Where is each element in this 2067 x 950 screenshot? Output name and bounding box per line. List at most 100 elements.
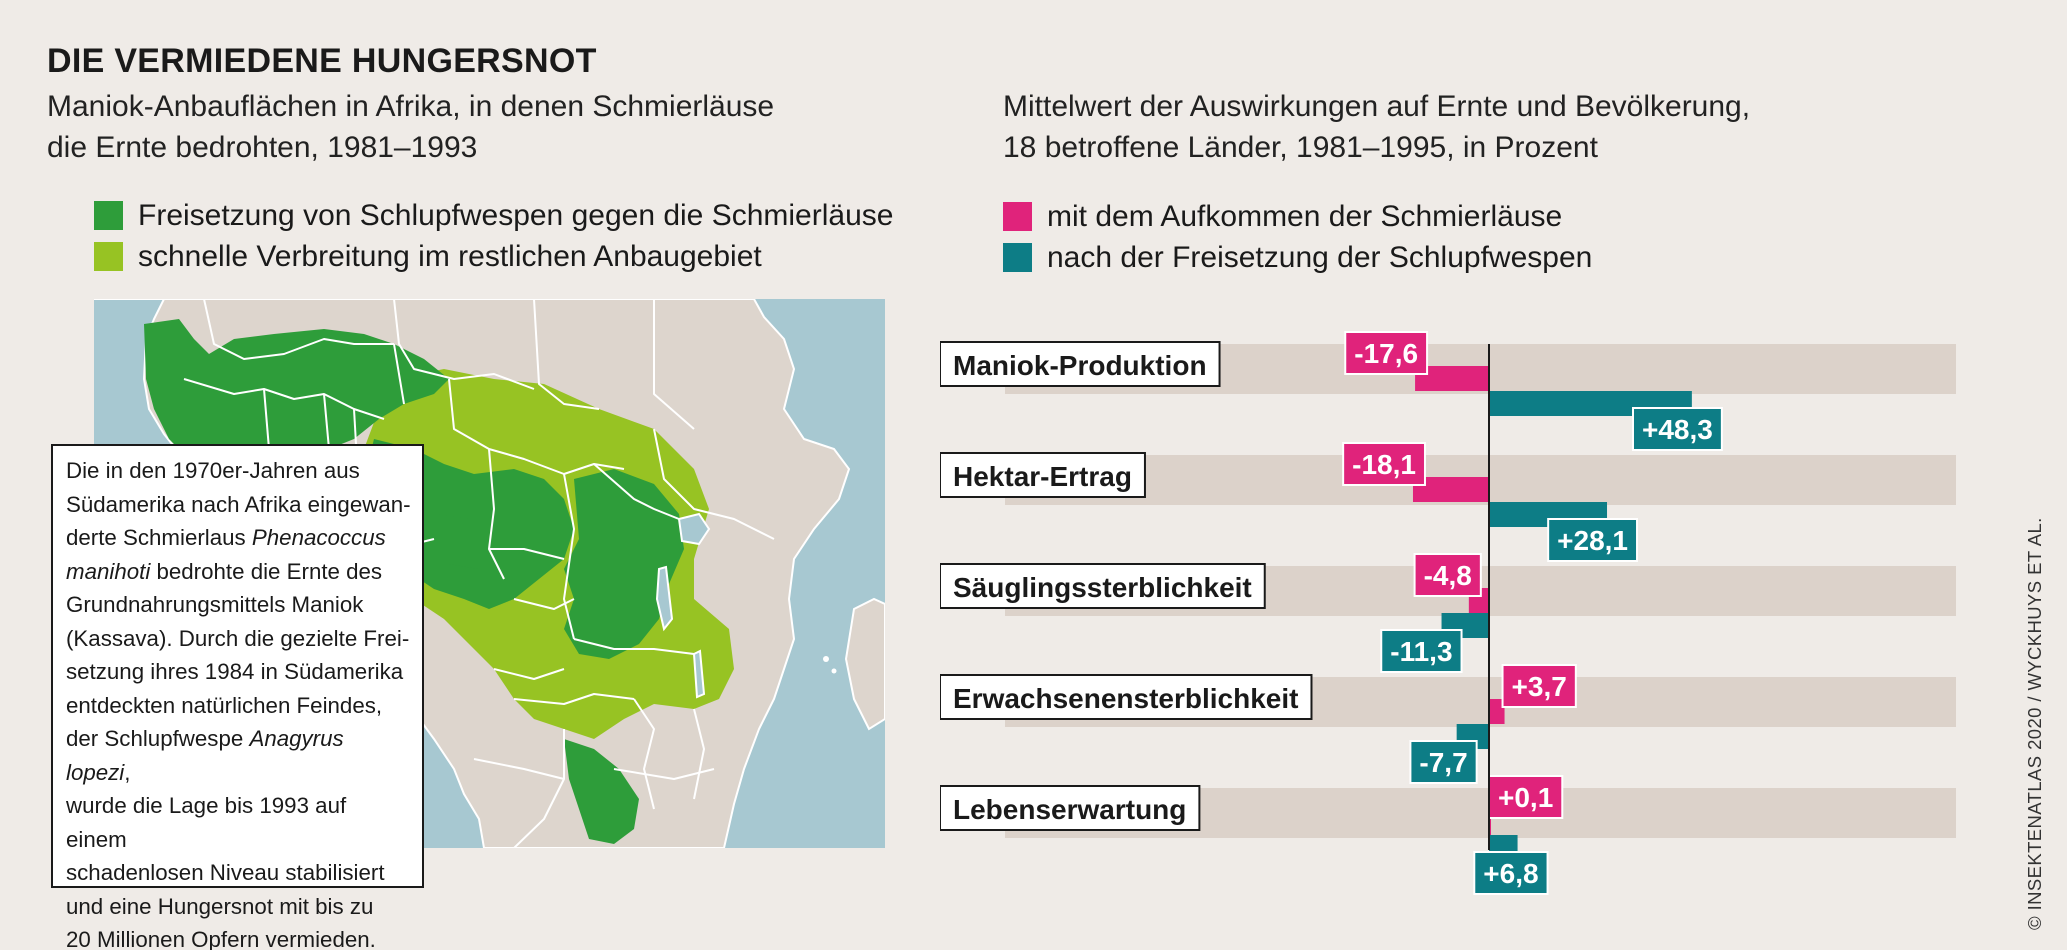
legend-swatch-magenta (1003, 202, 1032, 231)
value-label-box (1380, 629, 1463, 673)
value-label: -7,7 (1419, 747, 1467, 778)
info-box-line: der Schlupfwespe Anagyrus lopezi, (66, 722, 412, 789)
info-box-line: entdeckten natürlichen Feindes, (66, 689, 412, 723)
legend-swatch-dark-green (94, 201, 123, 230)
category-label-group: Säuglingssterblichkeit (939, 563, 1266, 609)
info-box-text: Die in den 1970er-Jahren aus Südamerika n… (66, 454, 412, 950)
map-subtitle-line2: die Ernte bedrohten, 1981–1993 (47, 131, 478, 164)
infographic-title: DIE VERMIEDENE HUNGERSNOT (47, 42, 597, 80)
info-box-line: setzung ihres 1984 in Südamerika (66, 655, 412, 689)
info-box-text-part: , (124, 759, 131, 785)
info-box-text-part: Grundnahrungsmittels Maniok (66, 592, 364, 617)
info-box-line: wurde die Lage bis 1993 auf einem (66, 789, 412, 856)
info-box-text-part: bedrohte die Ernte des (150, 558, 383, 584)
value-label-group: +3,7 (1501, 664, 1577, 708)
value-label-box (1473, 851, 1549, 895)
bar-chart: Maniok-Produktion -17,6 +48,3 Hektar-Ertrag… (939, 300, 1980, 900)
value-label: +6,8 (1483, 858, 1538, 889)
category-label: Erwachsenensterblichkeit (953, 683, 1298, 714)
info-box-line: und eine Hungersnot mit bis zu (66, 890, 412, 924)
bar-chart-svg: Maniok-Produktion -17,6 +48,3 Hektar-Ertrag… (939, 331, 1956, 895)
map-lake-tanganyika (655, 565, 674, 632)
chart-subtitle-line1: Mittelwert der Auswirkungen auf Ernte un… (1003, 90, 1751, 123)
map-madagascar (844, 597, 885, 731)
value-label-group: +6,8 (1473, 851, 1549, 895)
africa-map (94, 299, 885, 848)
map-release-region-gulf (434, 514, 489, 569)
value-label-group: +28,1 (1547, 518, 1639, 562)
value-label-box (1547, 518, 1639, 562)
map-subtitle: Maniok-Anbauflächen in Afrika, in denen … (47, 86, 774, 168)
chart-legend-label-mealybug: mit dem Aufkommen der Schmierläuse (1047, 200, 1563, 233)
info-box-text-part: Phenacoccus (251, 525, 386, 550)
map-lake-malawi (692, 649, 706, 699)
info-box-line: (Kassava). Durch die gezielte Frei- (66, 622, 412, 656)
value-label-box (1409, 740, 1478, 784)
info-box-text-part: Anagyrus lopezi (66, 726, 344, 785)
value-label-box (1488, 775, 1564, 819)
category-label-box (939, 785, 1201, 831)
value-label-box (1342, 442, 1426, 486)
info-box-text-part: Die in den 1970er-Jahren aus (66, 458, 360, 483)
legend-swatch-light-green (94, 242, 123, 271)
value-label: +28,1 (1557, 525, 1628, 556)
chart-legend-item-wasp: nach der Freisetzung der Schlupfwespen (1003, 237, 1592, 278)
value-label-group: -11,3 (1380, 629, 1463, 673)
value-label-group: +48,3 (1632, 407, 1723, 451)
category-label-group: Erwachsenensterblichkeit (939, 674, 1313, 720)
info-box-text-part: und eine Hungersnot mit bis zu (66, 893, 374, 919)
category-label-box (939, 563, 1266, 609)
credit-text: © INSEKTENATLAS 2020 / WYCKHUYS ET AL. (2024, 517, 2045, 930)
info-box-text-part: wurde die Lage bis 1993 auf einem (66, 793, 347, 852)
info-box-line: Die in den 1970er-Jahren aus (66, 454, 412, 488)
category-label-box (939, 452, 1146, 498)
category-label-group: Hektar-Ertrag (939, 452, 1146, 498)
value-label: -18,1 (1352, 449, 1416, 480)
category-label: Hektar-Ertrag (953, 461, 1132, 492)
category-label-group: Maniok-Produktion (939, 341, 1221, 387)
value-label-group: +0,1 (1488, 775, 1564, 819)
map-legend-label-release: Freisetzung von Schlupfwespen gegen die … (138, 199, 894, 232)
category-label: Lebenserwartung (953, 794, 1186, 825)
map-island (831, 668, 837, 674)
category-label-box (939, 674, 1313, 720)
map-legend-label-spread: schnelle Verbreitung im restlichen Anbau… (138, 240, 762, 273)
info-box-line: manihoti bedrohte die Ernte des (66, 555, 412, 589)
value-label: +3,7 (1512, 671, 1567, 702)
info-box-line: Grundnahrungsmittels Maniok (66, 588, 412, 622)
info-box-text-part: derte Schmierlaus (66, 525, 252, 550)
value-label-box (1344, 331, 1429, 375)
info-box-text-part: der Schlupfwespe (66, 726, 250, 751)
value-label-group: -17,6 (1344, 331, 1429, 375)
chart-subtitle: Mittelwert der Auswirkungen auf Ernte un… (1003, 86, 1750, 168)
chart-legend: mit dem Aufkommen der Schmierläuse nach … (1003, 196, 1592, 278)
category-label-box (939, 341, 1221, 387)
info-box-text-part: Südamerika nach Afrika eingewan- (66, 491, 411, 517)
category-label: Maniok-Produktion (953, 350, 1207, 381)
value-label-group: -18,1 (1342, 442, 1426, 486)
bar-mealybug (1489, 699, 1505, 724)
info-box-text-part: manihoti (66, 558, 151, 584)
map-release-region-south (564, 739, 639, 844)
category-label-group: Lebenserwartung (939, 785, 1201, 831)
info-box-line: derte Schmierlaus Phenacoccus (66, 521, 412, 555)
chart-legend-label-wasp: nach der Freisetzung der Schlupfwespen (1047, 241, 1593, 274)
map-country-borders (183, 299, 775, 848)
info-box: Die in den 1970er-Jahren aus Südamerika n… (51, 444, 424, 950)
value-label-box (1501, 664, 1577, 708)
map-legend-item-spread: schnelle Verbreitung im restlichen Anbau… (94, 236, 893, 277)
value-label-box (1413, 553, 1482, 597)
map-legend-item-release: Freisetzung von Schlupfwespen gegen die … (94, 195, 893, 236)
value-label: -4,8 (1424, 560, 1472, 591)
chart-subtitle-line2: 18 betroffene Länder, 1981–1995, in Proz… (1003, 131, 1598, 164)
map-legend: Freisetzung von Schlupfwespen gegen die … (94, 195, 893, 277)
value-label-box (1632, 407, 1723, 451)
value-label: +48,3 (1642, 414, 1713, 445)
info-box-text-part: entdeckten natürlichen Feindes, (66, 692, 383, 718)
chart-legend-item-mealybug: mit dem Aufkommen der Schmierläuse (1003, 196, 1592, 237)
map-subtitle-line1: Maniok-Anbauflächen in Afrika, in denen … (47, 90, 775, 123)
info-box-line: 20 Millionen Opfern vermieden. (66, 923, 412, 950)
info-box-line: schadenlosen Niveau stabilisiert (66, 856, 412, 890)
value-label-group: -4,8 (1413, 553, 1482, 597)
legend-swatch-teal (1003, 243, 1032, 272)
